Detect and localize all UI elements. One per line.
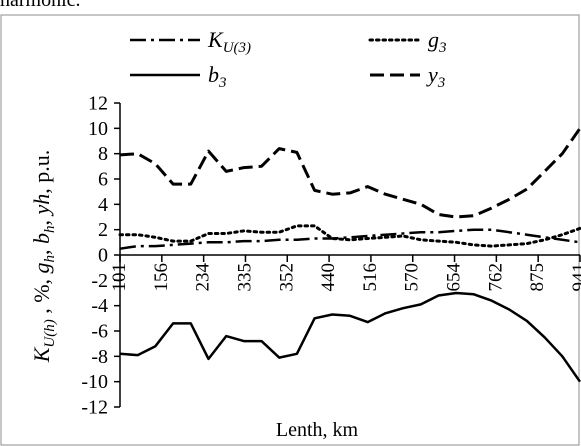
y-tick-label: 6 <box>98 169 108 191</box>
x-tick-label: 516 <box>360 263 381 292</box>
x-tick-label: 941 <box>569 263 581 292</box>
y-tick-label: -8 <box>91 346 108 368</box>
y-axis-label: KU(h) , %, gh, bh, yh, p.u. <box>29 150 58 364</box>
y-tick-label: -4 <box>91 295 108 317</box>
plot-area <box>118 127 581 383</box>
y-tick-label: 8 <box>98 143 108 165</box>
axes: 12 10 8 6 4 2 0 -2 -4 -6 -8 -10 -12 101 156 234 335 352 44… <box>81 93 581 419</box>
y-tick-label: 12 <box>88 93 108 115</box>
x-tick-label: 234 <box>193 263 214 292</box>
x-tick-label: 101 <box>109 263 130 292</box>
y-tick-label: -6 <box>91 321 108 343</box>
y-tick-label: -12 <box>81 397 108 419</box>
y-tick-label: 0 <box>98 245 108 267</box>
legend-label-K: KU(3) <box>207 27 251 56</box>
series-line-g <box>118 224 581 248</box>
y-tick-label: -10 <box>81 371 108 393</box>
series-line-y <box>119 127 581 219</box>
legend-label-g: g3 <box>428 27 447 56</box>
x-tick-label: 156 <box>151 263 172 292</box>
y-tick-label: 4 <box>98 194 108 216</box>
x-tick-label: 875 <box>527 263 548 292</box>
x-tick-label: 654 <box>444 263 465 292</box>
x-tick-label: 352 <box>276 263 297 292</box>
series-line-b <box>119 291 581 383</box>
x-axis-label: Lenth, km <box>276 419 359 441</box>
header-fragment-strip: harmonic. <box>0 0 581 16</box>
y-tick-label: -2 <box>91 270 108 292</box>
y-tick-label: 2 <box>98 219 108 241</box>
y-tick-label: 10 <box>88 118 108 140</box>
legend: KU(3) g3 b3 y3 <box>130 27 447 91</box>
x-tick-label: 440 <box>318 263 339 292</box>
x-tick-label: 335 <box>234 263 255 292</box>
x-tick-label: 762 <box>485 263 506 292</box>
header-fragment-text: harmonic. <box>0 0 81 11</box>
legend-label-b: b3 <box>208 62 227 91</box>
x-tick-label: 570 <box>402 263 423 292</box>
series-line-K <box>119 228 581 250</box>
legend-label-y: y3 <box>426 62 445 91</box>
